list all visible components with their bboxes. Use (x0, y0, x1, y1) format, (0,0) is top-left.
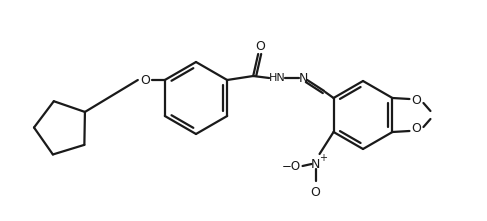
Text: O: O (412, 95, 421, 107)
Text: O: O (311, 185, 320, 198)
Text: +: + (318, 153, 327, 163)
Text: N: N (311, 158, 320, 170)
Text: HN: HN (269, 73, 285, 83)
Text: O: O (412, 122, 421, 135)
Text: N: N (299, 72, 308, 84)
Text: −O: −O (282, 160, 301, 173)
Text: O: O (140, 74, 150, 86)
Text: O: O (255, 40, 265, 53)
